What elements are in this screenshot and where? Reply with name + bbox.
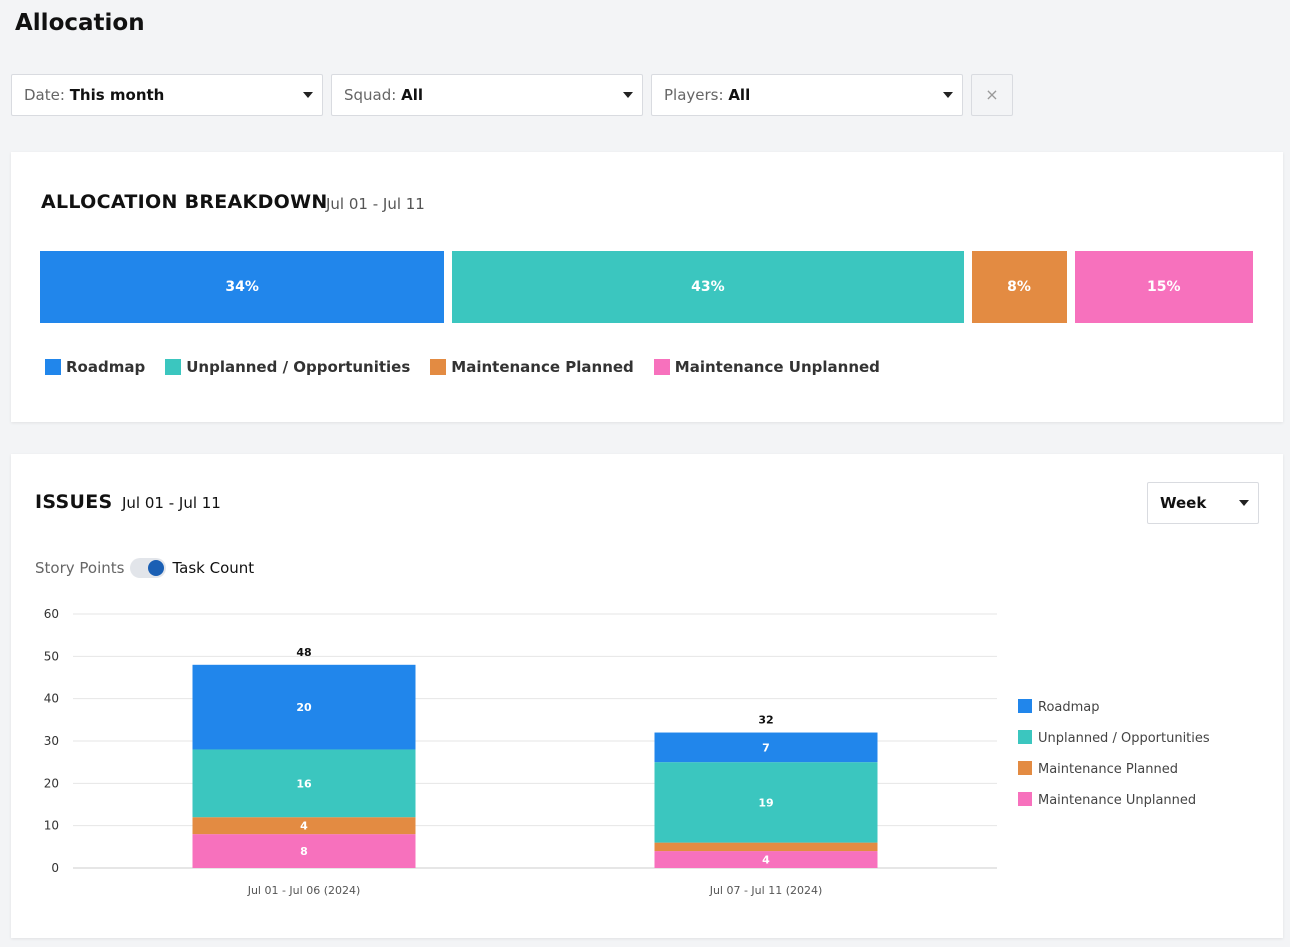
bar-segment[interactable] <box>654 842 878 852</box>
clear-filters-button[interactable]: × <box>971 74 1013 116</box>
breakdown-segment-maintenance-planned[interactable]: 8% <box>971 251 1067 323</box>
squad-filter-value: All <box>401 86 424 104</box>
issues-card: ISSUES Jul 01 - Jul 11 Week Story Points… <box>11 454 1283 938</box>
legend-swatch <box>1018 792 1032 806</box>
legend-item-unplanned[interactable]: Unplanned / Opportunities <box>165 358 410 376</box>
breakdown-legend: Roadmap Unplanned / Opportunities Mainte… <box>45 358 880 376</box>
y-tick-label: 60 <box>44 607 59 621</box>
toggle-label-task-count[interactable]: Task Count <box>172 559 255 577</box>
bar-segment[interactable] <box>654 851 878 868</box>
caret-down-icon <box>303 92 313 98</box>
issues-range: Jul 01 - Jul 11 <box>122 494 221 512</box>
legend-swatch <box>1018 761 1032 775</box>
players-filter-label: Players: <box>664 86 724 104</box>
caret-down-icon <box>943 92 953 98</box>
players-filter[interactable]: Players: All <box>651 74 963 116</box>
date-filter-label: Date: <box>24 86 65 104</box>
data-label: 16 <box>296 777 312 790</box>
bar-segment[interactable] <box>192 817 416 835</box>
toggle-label-story-points[interactable]: Story Points <box>35 559 125 577</box>
segment-label: 8% <box>1007 279 1031 295</box>
y-tick-label: 40 <box>44 692 59 706</box>
caret-down-icon <box>1239 500 1249 506</box>
segment-label: 34% <box>225 279 259 295</box>
y-tick-label: 50 <box>44 649 59 663</box>
close-icon: × <box>985 85 999 104</box>
legend-swatch <box>1018 730 1032 744</box>
caret-down-icon <box>623 92 633 98</box>
segment-label: 43% <box>691 279 725 295</box>
total-label: 32 <box>758 714 773 727</box>
period-select[interactable]: Week <box>1147 482 1259 524</box>
date-filter-value: This month <box>69 86 165 104</box>
issues-chart: 0 10 20 30 40 50 60 8 4 16 20 48 Jul 01 - Jul 06 (20… <box>44 607 1210 897</box>
breakdown-title: ALLOCATION BREAKDOWN <box>41 191 328 213</box>
data-label: 19 <box>758 796 773 809</box>
breakdown-range: Jul 01 - Jul 11 <box>326 195 425 213</box>
metric-toggle[interactable] <box>130 558 167 578</box>
data-label: 8 <box>300 845 308 858</box>
total-label: 48 <box>296 646 311 659</box>
legend-label: Maintenance Planned <box>451 358 634 376</box>
breakdown-segment-unplanned[interactable]: 43% <box>452 251 964 323</box>
data-label: 7 <box>762 741 770 754</box>
allocation-breakdown-card: ALLOCATION BREAKDOWN Jul 01 - Jul 11 34%… <box>11 152 1283 422</box>
period-select-value: Week <box>1160 494 1207 512</box>
x-tick-label: Jul 07 - Jul 11 (2024) <box>709 884 823 897</box>
players-filter-value: All <box>728 86 751 104</box>
date-filter[interactable]: Date: This month <box>11 74 323 116</box>
bar-segment[interactable] <box>192 664 416 750</box>
legend-label[interactable]: Maintenance Planned <box>1038 762 1178 777</box>
legend-item-maintenance-planned[interactable]: Maintenance Planned <box>430 358 634 376</box>
y-tick-label: 10 <box>44 819 59 833</box>
data-label: 4 <box>762 854 770 867</box>
y-tick-label: 0 <box>51 861 59 875</box>
squad-filter[interactable]: Squad: All <box>331 74 643 116</box>
bar-segment[interactable] <box>192 749 416 818</box>
legend-swatch <box>653 359 670 375</box>
legend-swatch <box>45 359 61 375</box>
x-tick-label: Jul 01 - Jul 06 (2024) <box>247 884 361 897</box>
legend-label[interactable]: Unplanned / Opportunities <box>1038 731 1210 746</box>
y-tick-label: 30 <box>44 734 59 748</box>
legend-swatch <box>1018 699 1032 713</box>
legend-label[interactable]: Maintenance Unplanned <box>1038 793 1196 808</box>
breakdown-segment-roadmap[interactable]: 34% <box>40 251 445 323</box>
bar-segment[interactable] <box>192 834 416 868</box>
breakdown-segment-maintenance-unplanned[interactable]: 15% <box>1074 251 1253 323</box>
toggle-knob <box>148 560 165 576</box>
legend-label: Roadmap <box>66 358 146 376</box>
legend-label[interactable]: Roadmap <box>1038 700 1100 715</box>
page-title: Allocation <box>15 10 145 36</box>
legend-label: Maintenance Unplanned <box>674 358 880 376</box>
legend-swatch <box>430 359 447 375</box>
bar-segment[interactable] <box>654 732 878 763</box>
data-label: 4 <box>300 820 308 833</box>
legend-item-maintenance-unplanned[interactable]: Maintenance Unplanned <box>653 358 880 376</box>
issues-title: ISSUES <box>35 491 113 513</box>
bar-segment[interactable] <box>654 762 878 843</box>
y-tick-label: 20 <box>44 776 59 790</box>
data-label: 20 <box>296 701 312 714</box>
squad-filter-label: Squad: <box>344 86 397 104</box>
metric-toggle-row: Story Points Task Count <box>35 558 254 578</box>
segment-label: 15% <box>1147 279 1181 295</box>
legend-swatch <box>165 359 182 375</box>
legend-item-roadmap[interactable]: Roadmap <box>45 358 145 376</box>
legend-label: Unplanned / Opportunities <box>186 358 411 376</box>
